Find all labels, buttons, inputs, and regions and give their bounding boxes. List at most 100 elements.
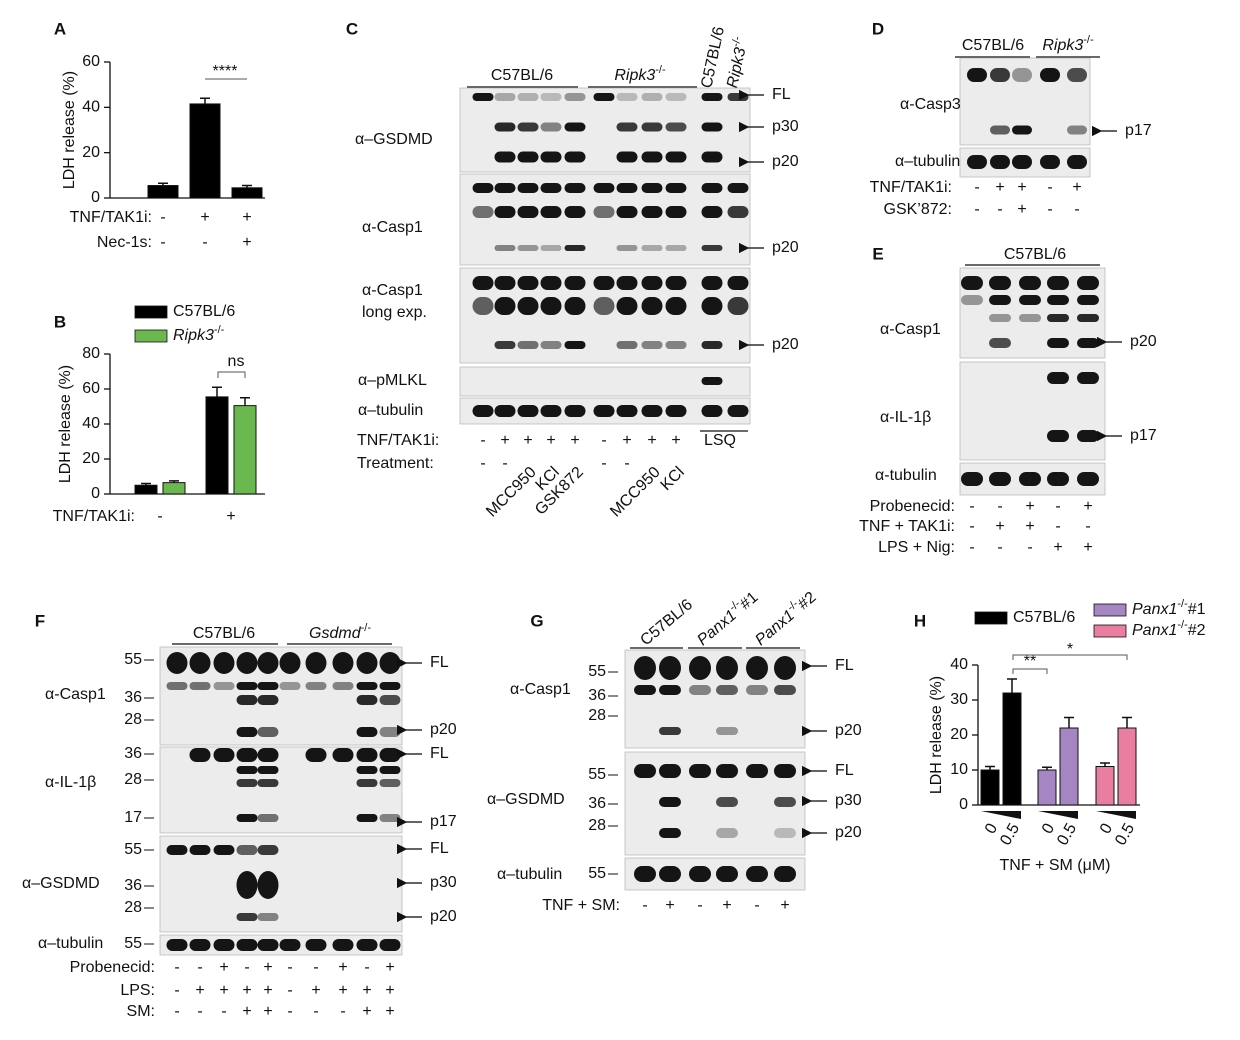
blot-band <box>472 206 494 218</box>
bar <box>1002 692 1022 806</box>
condition-value: - <box>340 1003 345 1020</box>
blot-band <box>564 206 586 218</box>
blot-band <box>665 276 687 290</box>
blot-band <box>665 206 687 218</box>
panel-label: H <box>914 611 926 630</box>
condition-value: + <box>1025 518 1034 535</box>
condition-value: - <box>202 234 207 251</box>
blot-band <box>236 779 258 787</box>
blot-band <box>616 122 638 132</box>
significance-bracket <box>217 371 246 378</box>
blot-band <box>659 685 681 695</box>
y-tick-label: 0 <box>91 485 100 502</box>
blot-band <box>213 682 235 690</box>
blot-band <box>257 913 279 921</box>
blot-band <box>540 122 562 132</box>
condition-value: - <box>969 498 974 515</box>
blot-band <box>472 183 494 193</box>
blot-band <box>494 341 516 349</box>
blot-band <box>189 652 211 674</box>
band-label: p17 <box>1125 122 1152 139</box>
blot-band <box>279 939 301 951</box>
error-bar <box>1007 678 1017 693</box>
blot-band <box>517 297 539 315</box>
y-tick-label: 60 <box>82 380 100 397</box>
blot-band <box>593 297 615 315</box>
legend-label: Panx1-/-#2 <box>1132 619 1206 639</box>
blot-band <box>641 122 663 132</box>
blot-band <box>564 297 586 315</box>
blot-band <box>989 276 1011 290</box>
error-bar <box>240 397 250 406</box>
condition-value: + <box>995 179 1004 196</box>
blot-band <box>665 405 687 417</box>
blot-band <box>1077 472 1099 486</box>
group-header: C57BL/6 <box>491 67 553 84</box>
blot-band <box>641 297 663 315</box>
band-label: p30 <box>835 792 862 809</box>
condition-value: + <box>362 1003 371 1020</box>
band-label: p20 <box>1130 333 1157 350</box>
mw-marker: 55 <box>124 841 142 858</box>
blot-band <box>257 727 279 737</box>
blot-band <box>774 764 796 778</box>
blot-band <box>279 652 301 674</box>
mw-marker: 17 <box>124 809 142 826</box>
blot-band <box>236 939 258 951</box>
blot-band <box>774 866 796 882</box>
blot-band <box>967 155 987 169</box>
x-tick-label: 0 <box>1097 821 1116 837</box>
bar <box>134 484 158 495</box>
blot-band <box>1040 155 1060 169</box>
blot-band <box>305 652 327 674</box>
blot-band <box>616 297 638 315</box>
condition-value: - <box>480 455 485 472</box>
blot-band <box>379 682 401 690</box>
blot-band <box>641 341 663 349</box>
blot-band <box>1047 430 1069 442</box>
blot-band <box>356 682 378 690</box>
condition-value: - <box>642 897 647 914</box>
blot-band <box>189 682 211 690</box>
antibody-label: α–tubulin <box>38 935 103 952</box>
blot-band <box>961 472 983 486</box>
bar <box>162 482 186 495</box>
bar <box>233 405 257 495</box>
y-tick-label: 80 <box>82 345 100 362</box>
blot-band <box>257 766 279 774</box>
antibody-label: α–GSDMD <box>355 131 433 148</box>
blot-band <box>716 828 738 838</box>
blot-band <box>593 183 615 193</box>
blot-band <box>494 245 516 251</box>
blot-band <box>236 871 258 899</box>
y-tick-label: 60 <box>82 53 100 70</box>
blot-band <box>1067 155 1087 169</box>
blot-band <box>1047 372 1069 384</box>
blot-band <box>236 727 258 737</box>
significance-label: ns <box>228 353 245 370</box>
condition-value: + <box>1083 498 1092 515</box>
blot-band <box>659 656 681 680</box>
condition-value: GSK872 <box>532 464 587 519</box>
condition-value: - <box>997 201 1002 218</box>
panel-label: G <box>530 611 543 630</box>
blot-band <box>689 764 711 778</box>
blot-band <box>472 405 494 417</box>
blot-band <box>379 939 401 951</box>
blot-band <box>332 652 354 674</box>
band-label: FL <box>430 840 449 857</box>
significance-label: * <box>1067 641 1073 658</box>
blot-band <box>279 682 301 690</box>
blot-band <box>564 122 586 132</box>
blot-band <box>641 405 663 417</box>
blot-band <box>727 93 749 101</box>
dose-wedge <box>1096 811 1136 819</box>
blot-band <box>1077 372 1099 384</box>
condition-value: + <box>500 432 509 449</box>
group-header: C57BL/6 <box>193 625 255 642</box>
blot-band <box>166 652 188 674</box>
group-header: C57BL/6 <box>637 596 696 649</box>
condition-value: MCC950 <box>607 464 664 521</box>
panel-label: C <box>346 19 358 38</box>
x-axis-label: TNF + SM (μM) <box>1000 857 1111 874</box>
